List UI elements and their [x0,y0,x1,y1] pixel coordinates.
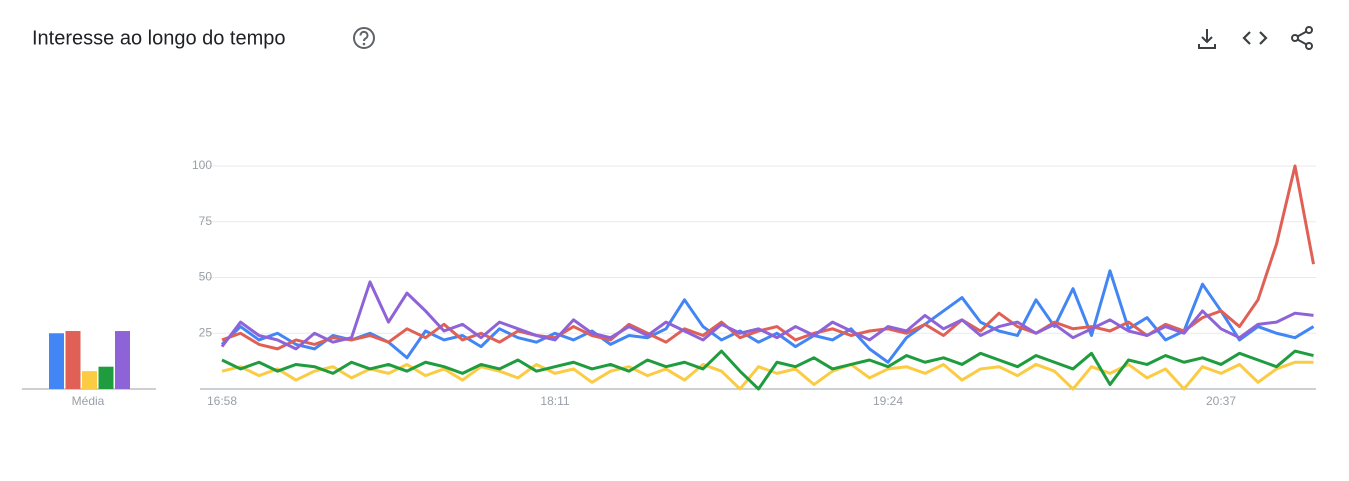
average-bar [65,331,81,389]
average-bar [115,331,130,389]
x-tick-label: 19:24 [873,394,903,408]
help-icon[interactable] [353,27,375,49]
embed-icon[interactable] [1242,31,1268,45]
y-tick-label: 25 [199,325,213,339]
y-tick-label: 100 [192,158,212,172]
y-tick-label: 50 [199,270,213,284]
card-title: Interesse ao longo do tempo [32,27,286,49]
series-line [221,349,1314,391]
y-tick-label: 75 [199,214,213,228]
average-label: Média [72,394,105,408]
series-line [221,360,1314,391]
average-bar [49,333,64,389]
series-line [221,164,1315,351]
series-line [220,269,1315,364]
series-line [220,280,1314,351]
average-bar [98,366,114,389]
share-icon[interactable] [1291,26,1313,50]
download-icon[interactable] [1198,29,1216,49]
x-tick-label: 16:58 [207,394,237,408]
x-tick-label: 18:11 [540,394,569,408]
x-tick-label: 20:37 [1206,394,1236,408]
average-bar [82,371,97,389]
